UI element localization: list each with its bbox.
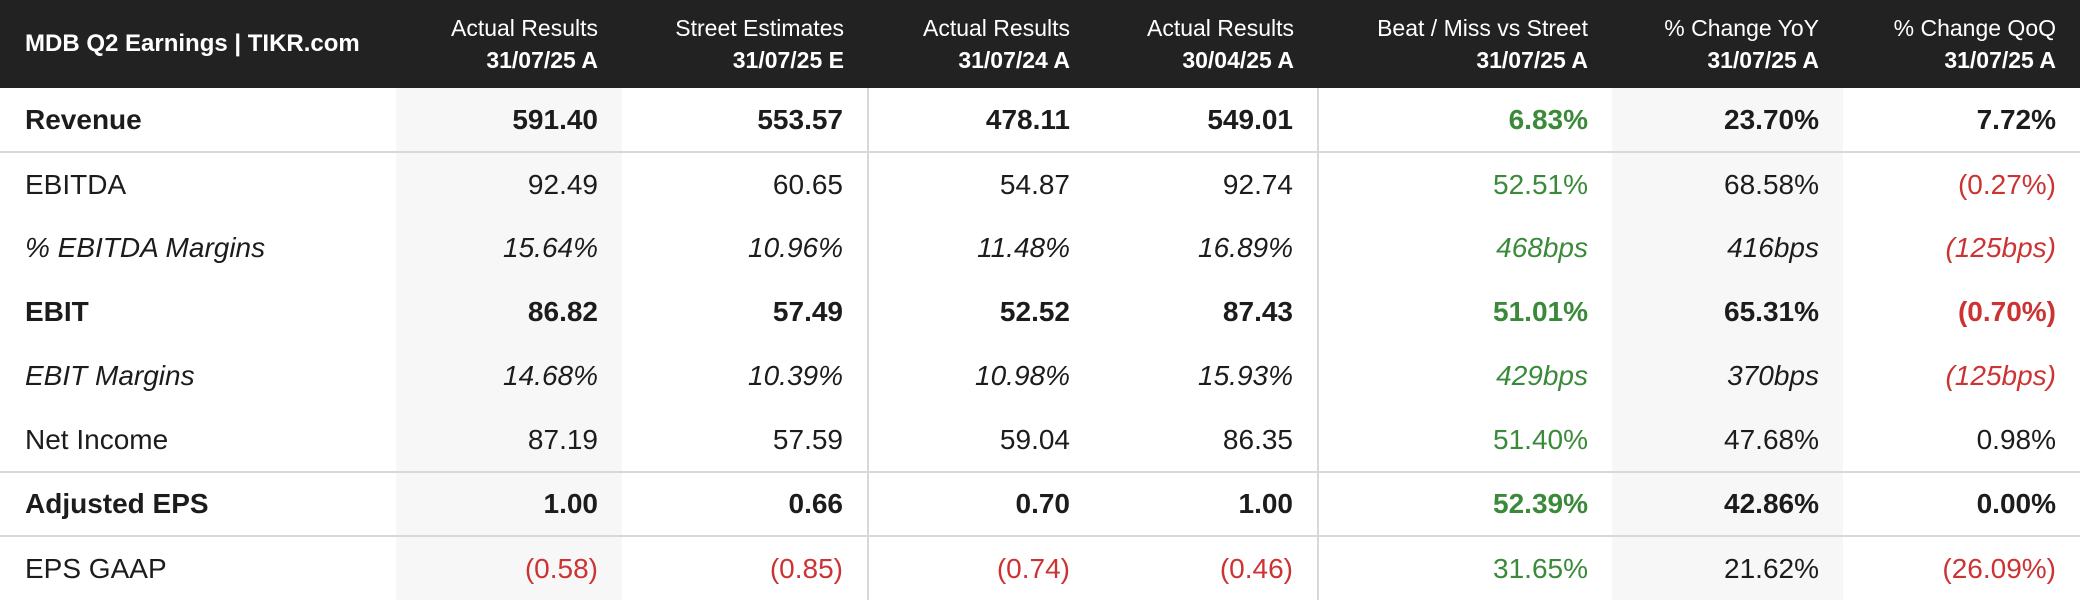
- table-cell: 68.58%: [1612, 152, 1843, 216]
- table-cell: 429bps: [1496, 360, 1588, 391]
- table-cell: 15.64%: [396, 216, 622, 280]
- table-cell: 31.65%: [1493, 552, 1588, 584]
- col-header-name: % Change QoQ: [1893, 15, 2056, 41]
- table-cell: 92.49: [396, 152, 622, 216]
- table-cell: 549.01: [1094, 88, 1319, 153]
- table-cell: 42.86%: [1612, 472, 1843, 537]
- table-cell: 16.89%: [1094, 216, 1319, 280]
- row-label: EPS GAAP: [25, 552, 167, 584]
- table-cell: 553.57: [622, 88, 869, 153]
- col-header-name: Actual Results: [450, 15, 598, 41]
- table-row-ebit-margins: EBIT Margins 14.68% 10.39% 10.98% 15.93%…: [0, 344, 2080, 408]
- table-row-ebitda: EBITDA 92.49 60.65 54.87 92.74 52.51% 68…: [0, 152, 2080, 216]
- col-header-name: % Change YoY: [1664, 15, 1819, 41]
- table-cell: 468bps: [1496, 232, 1588, 263]
- row-label: EBITDA: [25, 168, 127, 200]
- table-cell: 87.43: [1094, 280, 1319, 344]
- col-header-actual-q1-25[interactable]: Actual Results 30/04/25 A: [1094, 0, 1318, 88]
- table-row-adjusted-eps: Adjusted EPS 1.00 0.66 0.70 1.00 52.39% …: [0, 472, 2080, 537]
- table-cell: 86.35: [1094, 408, 1319, 473]
- table-cell: (125bps): [1945, 232, 2056, 263]
- table-title: MDB Q2 Earnings | TIKR.com: [25, 30, 360, 57]
- table-cell: 47.68%: [1612, 408, 1843, 473]
- table-cell: 0.66: [622, 472, 869, 537]
- table-header: MDB Q2 Earnings | TIKR.com Actual Result…: [0, 0, 2080, 88]
- table-cell: 0.70: [868, 472, 1094, 537]
- table-cell: (0.85): [622, 536, 869, 600]
- table-cell: 51.01%: [1493, 296, 1588, 327]
- table-cell: 60.65: [622, 152, 869, 216]
- col-header-date: 31/07/24 A: [958, 47, 1070, 73]
- table-cell: 51.40%: [1318, 408, 1612, 473]
- table-cell: 14.68%: [396, 344, 622, 408]
- table-row-ebit: EBIT 86.82 57.49 52.52 87.43 51.01% 65.3…: [0, 280, 2080, 344]
- col-header-actual-q2-25[interactable]: Actual Results 31/07/25 A: [396, 0, 622, 88]
- table-cell: (0.27%): [1957, 168, 2056, 200]
- table-cell: 0.98%: [1843, 408, 2080, 473]
- col-header-name: Actual Results: [922, 15, 1070, 41]
- table-cell: 416bps: [1612, 216, 1843, 280]
- col-header-name: Beat / Miss vs Street: [1377, 15, 1588, 41]
- col-header-beat-miss[interactable]: Beat / Miss vs Street 31/07/25 A: [1318, 0, 1612, 88]
- table-row-ebitda-margins: % EBITDA Margins 15.64% 10.96% 11.48% 16…: [0, 216, 2080, 280]
- row-label: EBIT: [25, 296, 89, 327]
- table-cell: 15.93%: [1094, 344, 1319, 408]
- table-cell: 370bps: [1612, 344, 1843, 408]
- table-cell: (0.46): [1094, 536, 1319, 600]
- col-header-date: 30/04/25 A: [1182, 47, 1294, 73]
- table-cell: 10.96%: [622, 216, 869, 280]
- col-header-street-estimates[interactable]: Street Estimates 31/07/25 E: [622, 0, 868, 88]
- table-cell: 591.40: [396, 88, 622, 153]
- table-cell: 52.51%: [1493, 168, 1588, 200]
- table-cell: 86.82: [396, 280, 622, 344]
- table-cell: 54.87: [999, 168, 1070, 200]
- table-cell: 59.04: [868, 408, 1094, 473]
- table-cell: 87.19: [396, 408, 622, 473]
- table-cell: 0.00%: [1843, 472, 2080, 537]
- table-cell: 57.49: [622, 280, 869, 344]
- table-cell: 57.59: [622, 408, 869, 473]
- col-header-date: 31/07/25 A: [1707, 47, 1819, 73]
- col-header-date: 31/07/25 A: [1476, 47, 1588, 73]
- table-cell: (26.09%): [1942, 552, 2056, 584]
- row-label: EBIT Margins: [25, 360, 195, 391]
- table-cell: 1.00: [396, 472, 622, 537]
- col-header-date: 31/07/25 E: [732, 47, 844, 73]
- col-header-name: Actual Results: [1146, 15, 1294, 41]
- table-cell: 6.83%: [1318, 88, 1612, 153]
- table-cell: 23.70%: [1612, 88, 1843, 153]
- table-cell: (0.70%): [1957, 296, 2056, 327]
- table-cell: 65.31%: [1612, 280, 1843, 344]
- col-header-name: Street Estimates: [675, 15, 844, 41]
- table-cell: 52.52: [999, 296, 1070, 327]
- table-cell: 21.62%: [1612, 536, 1843, 600]
- table-cell: 52.39%: [1318, 472, 1612, 537]
- row-label: Revenue: [0, 88, 396, 153]
- table-row-net-income: Net Income 87.19 57.59 59.04 86.35 51.40…: [0, 408, 2080, 473]
- col-header-change-qoq[interactable]: % Change QoQ 31/07/25 A: [1843, 0, 2080, 88]
- col-header-change-yoy[interactable]: % Change YoY 31/07/25 A: [1612, 0, 1843, 88]
- table-cell: (125bps): [1945, 360, 2056, 391]
- table-cell: 1.00: [1094, 472, 1319, 537]
- table-cell: 11.48%: [977, 232, 1070, 263]
- row-label: Adjusted EPS: [0, 472, 396, 537]
- row-label: % EBITDA Margins: [25, 232, 266, 263]
- table-row-eps-gaap: EPS GAAP (0.58) (0.85) (0.74) (0.46) 31.…: [0, 536, 2080, 600]
- table-cell: (0.74): [996, 552, 1070, 584]
- table-cell: 10.39%: [622, 344, 869, 408]
- table-cell: (0.58): [396, 536, 622, 600]
- col-header-actual-q2-24[interactable]: Actual Results 31/07/24 A: [868, 0, 1094, 88]
- table-cell: 92.74: [1094, 152, 1319, 216]
- table-cell: 478.11: [868, 88, 1094, 153]
- table-cell: 7.72%: [1843, 88, 2080, 153]
- col-header-date: 31/07/25 A: [486, 47, 598, 73]
- table-row-revenue: Revenue 591.40 553.57 478.11 549.01 6.83…: [0, 88, 2080, 153]
- row-label: Net Income: [0, 408, 396, 473]
- table-cell: 10.98%: [975, 360, 1070, 391]
- table-body: Revenue 591.40 553.57 478.11 549.01 6.83…: [0, 88, 2080, 600]
- col-header-date: 31/07/25 A: [1944, 47, 2056, 73]
- header-row: MDB Q2 Earnings | TIKR.com Actual Result…: [0, 0, 2080, 88]
